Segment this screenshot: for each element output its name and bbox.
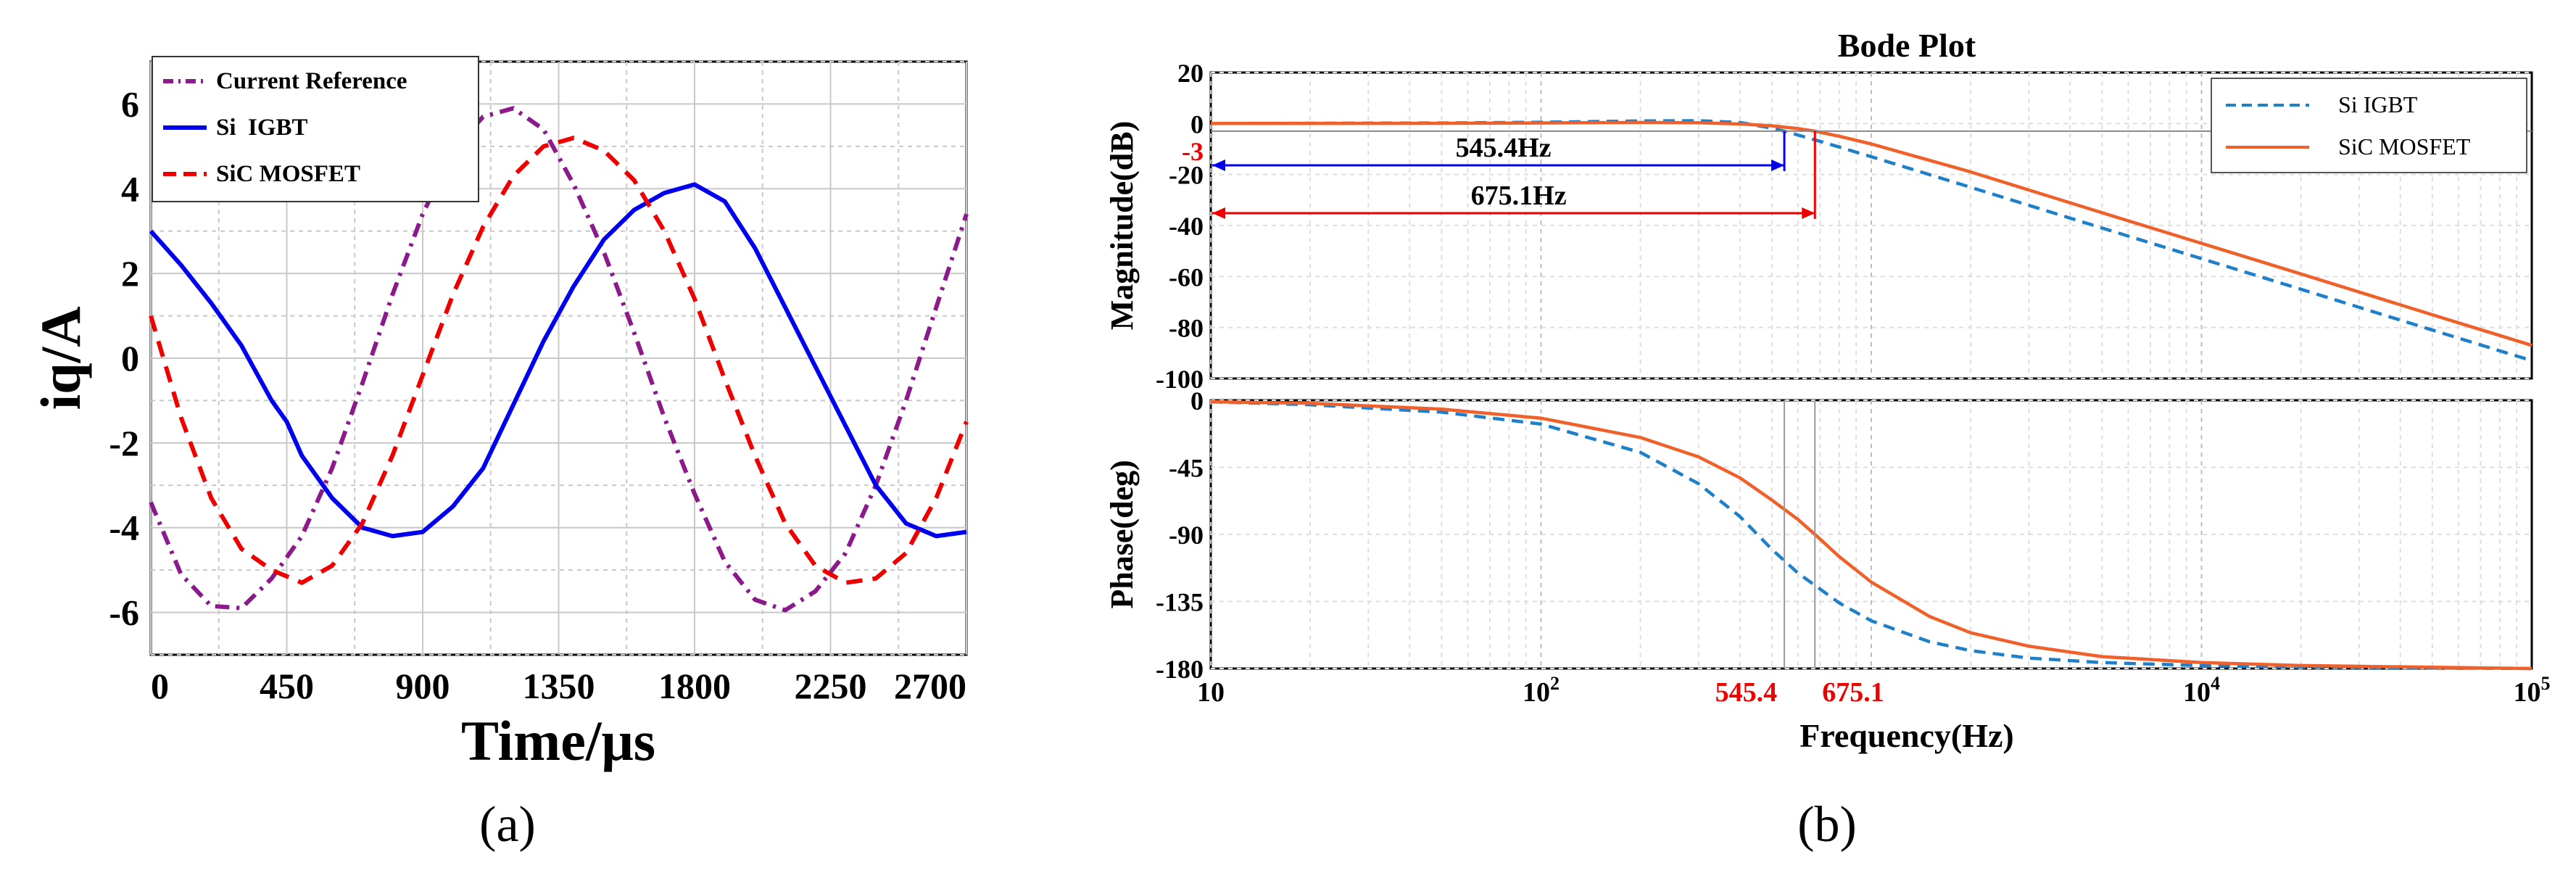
series-sic-mosfet	[149, 136, 969, 585]
x-tick-label: 102	[1523, 673, 1560, 708]
panel-a-x-axis-label: Time/μs	[461, 709, 655, 772]
phase-y-axis-label: Phase(deg)	[1104, 460, 1140, 608]
x-tick-label: 900	[396, 666, 450, 706]
magnitude-y-tick-label: -40	[1169, 212, 1204, 241]
phase-series-si-igbt	[1210, 400, 2532, 671]
x-tick-label: 1800	[658, 666, 731, 706]
x-tick-label: 1350	[523, 666, 595, 706]
panel-a-x-ticks: 0 450 900 1350 1800 2250 2700	[151, 666, 966, 706]
magnitude-y-tick-label: -20	[1169, 161, 1204, 190]
y-tick-label: 0	[121, 338, 139, 378]
legend-label-current-reference: Current Reference	[216, 68, 407, 94]
minus-3db-label: -3	[1182, 137, 1204, 166]
phase-marker-label: 675.1	[1822, 677, 1884, 708]
y-tick-label: 4	[121, 168, 139, 209]
x-tick-label: 2250	[795, 666, 867, 706]
y-tick-label: 6	[121, 83, 139, 124]
y-tick-label: -2	[109, 423, 139, 463]
phase-marker-labels: 545.4 675.1	[1715, 400, 1884, 708]
x-tick-label: 450	[260, 666, 314, 706]
x-tick-label: 10	[1197, 677, 1225, 708]
legend-label-sic-mosfet-bode: SiC MOSFET	[2338, 133, 2471, 160]
panel-a-chart: -6 -4 -2 0 2 4 6 0 450 900 1350 1800 2250 2700 Curre…	[29, 56, 969, 853]
x-tick-label: 2700	[894, 666, 966, 706]
phase-grid	[1210, 400, 2532, 669]
x-tick-label: 105	[2514, 673, 2551, 708]
magnitude-y-tick-label: -60	[1169, 262, 1204, 291]
arrow-head-left	[1212, 207, 1225, 219]
magnitude-y-ticks: 20 0 -20 -40 -60 -80 -100	[1156, 59, 1204, 394]
legend-label-si-igbt-bode: Si IGBT	[2338, 91, 2418, 117]
x-tick-label: 0	[151, 666, 169, 706]
legend-label-sic-mosfet: SiC MOSFET	[216, 161, 360, 187]
phase-y-ticks: 0 -45 -90 -135 -180	[1156, 386, 1204, 684]
legend-label-si-igbt: Si IGBT	[216, 115, 308, 141]
bandwidth-label: 675.1Hz	[1471, 181, 1567, 211]
arrow-head-right	[1771, 160, 1785, 171]
y-tick-label: 2	[121, 253, 139, 294]
panel-a-y-ticks: -6 -4 -2 0 2 4 6	[109, 83, 139, 632]
magnitude-y-tick-label: -100	[1156, 365, 1204, 394]
series-si-igbt	[149, 182, 967, 539]
phase-marker-label: 545.4	[1715, 677, 1778, 708]
magnitude-annotations: -3 545.4Hz 675.1Hz	[1182, 130, 2532, 219]
arrow-head-right	[1802, 207, 1815, 219]
panel-a-series	[149, 106, 969, 613]
panel-b-x-axis-label: Frequency(Hz)	[1800, 717, 2014, 754]
magnitude-y-tick-label: 0	[1190, 109, 1204, 138]
panel-b-chart: Bode Plot -3 545.4Hz 675.1Hz 20 0 -20 -40 -60 -…	[1104, 27, 2551, 853]
bandwidth-label: 545.4Hz	[1456, 133, 1552, 163]
panel-a-legend: Current Reference Si IGBT SiC MOSFET	[152, 56, 479, 202]
phase-y-tick-label: -180	[1156, 655, 1204, 684]
x-tick-label: 104	[2183, 673, 2220, 708]
phase-y-tick-label: -135	[1156, 588, 1204, 617]
magnitude-y-tick-label: 20	[1177, 59, 1204, 88]
panel-a-y-axis-label: iq/A	[29, 306, 92, 410]
phase-y-tick-label: 0	[1190, 386, 1204, 415]
y-tick-label: -6	[109, 592, 139, 633]
magnitude-y-axis-label: Magnitude(dB)	[1104, 121, 1140, 330]
series-current-reference	[149, 106, 969, 613]
arrow-head-left	[1212, 160, 1225, 171]
phase-y-tick-label: -90	[1169, 521, 1204, 550]
phase-y-tick-label: -45	[1169, 454, 1204, 483]
magnitude-y-tick-label: -80	[1169, 314, 1204, 343]
panel-b-title: Bode Plot	[1838, 27, 1976, 64]
panel-a-label: (a)	[479, 797, 536, 853]
panel-b-legend: Si IGBT SiC MOSFET	[2211, 78, 2527, 173]
panel-b-x-ticks: 10 102 104 105	[1197, 673, 2551, 708]
panel-a-grid	[150, 61, 967, 655]
panel-b-label: (b)	[1797, 797, 1857, 853]
y-tick-label: -4	[109, 508, 139, 548]
